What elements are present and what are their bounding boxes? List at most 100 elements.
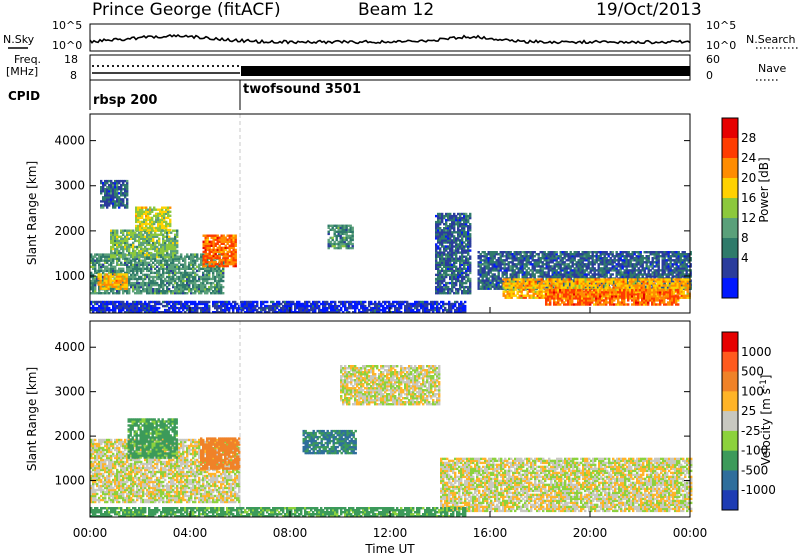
power-cell (184, 262, 186, 264)
power-cell (352, 227, 354, 229)
power-cell (235, 253, 237, 255)
power-cell (126, 286, 128, 288)
power-cell (222, 280, 224, 282)
power-cell (158, 270, 160, 272)
date-title: 19/Oct/2013 (596, 0, 702, 20)
power-cell (100, 192, 102, 194)
power-cell (439, 227, 441, 229)
power-cell (451, 288, 453, 290)
power-cell (169, 219, 171, 221)
power-cell (498, 271, 500, 273)
power-cell (186, 253, 188, 255)
power-cell (176, 240, 178, 242)
power-cell (469, 282, 471, 284)
power-cell (658, 259, 660, 261)
power-cell (222, 292, 224, 294)
power-cell (352, 243, 354, 245)
power-cell (469, 229, 471, 231)
power-cell (100, 273, 102, 275)
power-cell (126, 180, 128, 182)
power-cell (235, 235, 237, 237)
noise-right-tick-top: 10^5 (706, 19, 736, 32)
cpid-panel: CPID rbsp 200 twofsound 3501 (8, 80, 361, 110)
power-cell (176, 246, 178, 248)
power-cell (126, 198, 128, 200)
cpid-mode-rbsp: rbsp 200 (93, 93, 157, 108)
power-data (90, 180, 692, 314)
power-cell (198, 270, 200, 272)
power-cell (102, 206, 104, 208)
power-cell (469, 262, 471, 264)
power-cell (469, 215, 471, 217)
power-cell (153, 223, 155, 225)
power-cell (453, 213, 455, 215)
power-cell (142, 270, 144, 272)
power-cell (469, 241, 471, 243)
power-cell (176, 256, 178, 258)
power-cell (158, 240, 160, 242)
power-cell (449, 213, 451, 215)
power-cell (114, 206, 116, 208)
nave-tick-bottom: 0 (706, 69, 713, 82)
power-cell (235, 241, 237, 243)
power-cell (352, 239, 354, 241)
power-cell (126, 240, 128, 242)
nave-tick-top: 60 (706, 53, 720, 66)
power-cell (556, 251, 558, 253)
power-cell (169, 229, 171, 231)
noise-left-tick-bottom: 10^0 (52, 39, 82, 52)
power-cell (126, 273, 128, 275)
power-cell (122, 198, 124, 200)
power-cell (116, 230, 118, 232)
power-cell (612, 251, 614, 253)
noise-left-label: N.Sky (3, 33, 35, 46)
power-cell (158, 238, 160, 240)
power-cell (118, 206, 120, 208)
power-cell (612, 273, 614, 275)
power-cell (169, 207, 171, 209)
freq-tick-top: 18 (64, 53, 78, 66)
power-cell (465, 213, 467, 215)
power-cell (169, 211, 171, 213)
power-cell (222, 276, 224, 278)
cpid-mode-twofsound: twofsound 3501 (243, 82, 361, 97)
power-cell (176, 250, 178, 252)
power-cell (196, 253, 198, 255)
noise-sky-trace (90, 35, 690, 44)
power-cell (122, 268, 124, 270)
power-cell (169, 223, 171, 225)
noise-right-tick-bottom: 10^0 (706, 39, 736, 52)
power-cell (469, 249, 471, 251)
power-cell (469, 270, 471, 272)
power-cell (439, 223, 441, 225)
power-cell (352, 245, 354, 247)
freq-panel: Freq. [MHz] 18 8 60 0 Nave (6, 53, 786, 82)
power-cell (169, 215, 171, 217)
power-cell (126, 192, 128, 194)
power-cell (469, 278, 471, 280)
power-cell (328, 233, 330, 235)
power-cell (469, 288, 471, 290)
power-cell (469, 233, 471, 235)
beam-title: Beam 12 (358, 0, 434, 20)
power-cell (196, 274, 198, 276)
power-cell (176, 230, 178, 232)
power-cell (180, 253, 182, 255)
power-cell (128, 288, 130, 290)
power-cell (126, 206, 128, 208)
power-cell (222, 270, 224, 272)
noise-panel: N.Sky 10^5 10^0 10^5 10^0 N.Search (3, 19, 800, 52)
power-cell (469, 256, 471, 258)
power-cell (658, 265, 660, 267)
power-cell (112, 262, 114, 264)
power-cell (469, 213, 471, 215)
power-cell (222, 286, 224, 288)
power-cell (447, 286, 449, 288)
nave-label: Nave (758, 62, 786, 75)
freq-band-twofsound (241, 66, 690, 76)
power-cell (194, 276, 196, 278)
power-cell (165, 221, 167, 223)
cpid-label: CPID (8, 89, 40, 103)
